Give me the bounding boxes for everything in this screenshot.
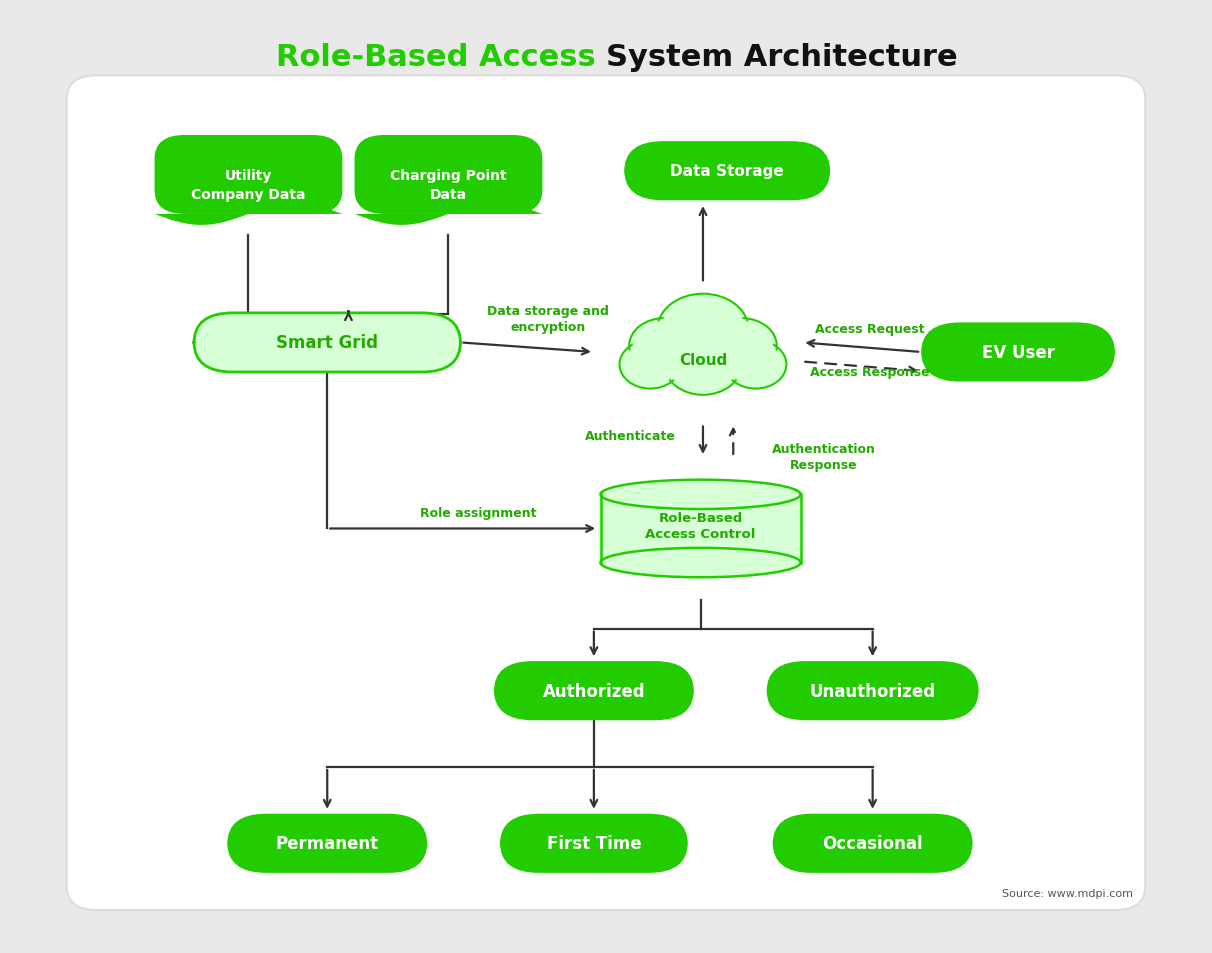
- Circle shape: [728, 344, 783, 386]
- FancyBboxPatch shape: [624, 142, 830, 201]
- Circle shape: [725, 341, 787, 389]
- Text: Cloud: Cloud: [679, 353, 727, 368]
- Text: Role-Based Access: Role-Based Access: [275, 43, 606, 71]
- Text: Authenticate: Authenticate: [585, 430, 675, 443]
- Text: Utility
Company Data: Utility Company Data: [191, 169, 305, 201]
- Circle shape: [619, 341, 681, 389]
- Text: System Architecture: System Architecture: [606, 43, 957, 71]
- Circle shape: [664, 335, 742, 395]
- Bar: [600, 495, 800, 563]
- Text: Access Request: Access Request: [816, 322, 925, 335]
- Text: Role-Based
Access Control: Role-Based Access Control: [645, 511, 756, 540]
- Text: Data Storage: Data Storage: [670, 164, 784, 179]
- Polygon shape: [354, 204, 543, 226]
- Polygon shape: [155, 204, 342, 226]
- FancyBboxPatch shape: [494, 661, 693, 720]
- Text: Data storage and
encryption: Data storage and encryption: [487, 305, 608, 334]
- FancyBboxPatch shape: [766, 661, 978, 720]
- FancyBboxPatch shape: [194, 314, 461, 373]
- Text: First Time: First Time: [547, 835, 641, 852]
- FancyBboxPatch shape: [499, 814, 688, 873]
- Text: Role assignment: Role assignment: [421, 506, 537, 519]
- Circle shape: [623, 344, 678, 386]
- Circle shape: [707, 319, 777, 375]
- FancyBboxPatch shape: [67, 76, 1145, 910]
- Text: Unauthorized: Unauthorized: [810, 682, 936, 700]
- FancyBboxPatch shape: [773, 814, 972, 873]
- Circle shape: [668, 337, 738, 393]
- Ellipse shape: [600, 480, 800, 510]
- FancyBboxPatch shape: [155, 135, 342, 214]
- FancyBboxPatch shape: [228, 814, 428, 873]
- Text: Source: www.mdpi.com: Source: www.mdpi.com: [1002, 888, 1133, 898]
- Text: EV User: EV User: [982, 344, 1054, 361]
- Text: Authorized: Authorized: [543, 682, 645, 700]
- Circle shape: [629, 319, 699, 375]
- Text: Authentication
Response: Authentication Response: [772, 443, 876, 472]
- Circle shape: [657, 294, 749, 366]
- Circle shape: [633, 322, 696, 372]
- Text: Access Response: Access Response: [811, 365, 930, 378]
- Text: Occasional: Occasional: [822, 835, 924, 852]
- FancyBboxPatch shape: [354, 135, 543, 214]
- Text: Charging Point
Data: Charging Point Data: [390, 169, 507, 201]
- Text: Smart Grid: Smart Grid: [276, 335, 378, 352]
- Circle shape: [661, 297, 745, 363]
- Circle shape: [710, 322, 773, 372]
- Ellipse shape: [600, 548, 800, 578]
- FancyBboxPatch shape: [921, 323, 1115, 382]
- Text: Permanent: Permanent: [275, 835, 379, 852]
